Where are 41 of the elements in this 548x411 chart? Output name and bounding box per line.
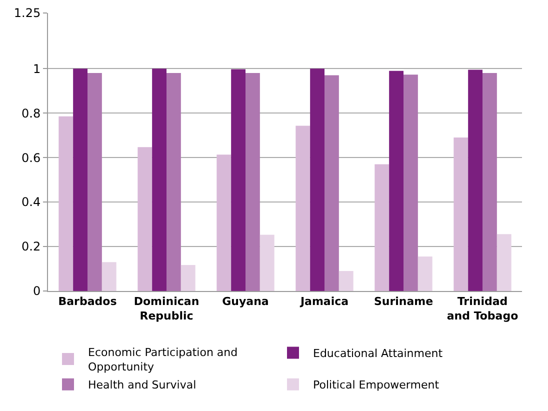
bar [138,147,152,291]
y-tick-label: 0.6 [22,150,41,165]
x-tick-label: Dominican Republic [134,295,200,322]
bar [482,73,497,291]
bar [88,73,102,291]
y-tick-label: 0 [32,284,41,298]
legend-label: Health and Survival [88,378,196,392]
y-tick-label: 1.25 [14,6,41,20]
bar [338,270,354,291]
bar [216,154,232,291]
bar [180,264,196,291]
bar [374,164,390,291]
bar [166,73,181,291]
y-tick-label: 1 [32,62,41,76]
bar [496,234,512,291]
bar [231,69,246,291]
bar [152,68,166,291]
legend-label: Educational Attainment [313,347,444,360]
x-tick-label: Guyana [222,295,269,308]
bar [296,126,310,291]
legend-label: Economic Participation and Opportunity [88,346,238,374]
x-tick-label: Suriname [374,295,434,308]
bar [404,74,418,291]
bar [260,234,274,291]
x-tick-label: Barbados [58,295,118,308]
legend-label: Political Empowerment [313,378,440,392]
bar [324,75,339,291]
bar [418,256,432,291]
y-tick-label: 0.2 [22,240,41,254]
y-tick-label: 0.8 [22,106,41,120]
bar [58,116,74,291]
bar [389,70,404,291]
bar [246,73,260,291]
y-tick-label: 0.4 [22,195,41,210]
bar [102,262,116,291]
bar [310,68,324,291]
x-tick-label: Jamaica [299,295,349,308]
x-tick-label: Trinidad and Tobago [446,295,519,322]
bar [468,70,482,291]
bar [454,138,468,291]
bar [73,68,88,291]
